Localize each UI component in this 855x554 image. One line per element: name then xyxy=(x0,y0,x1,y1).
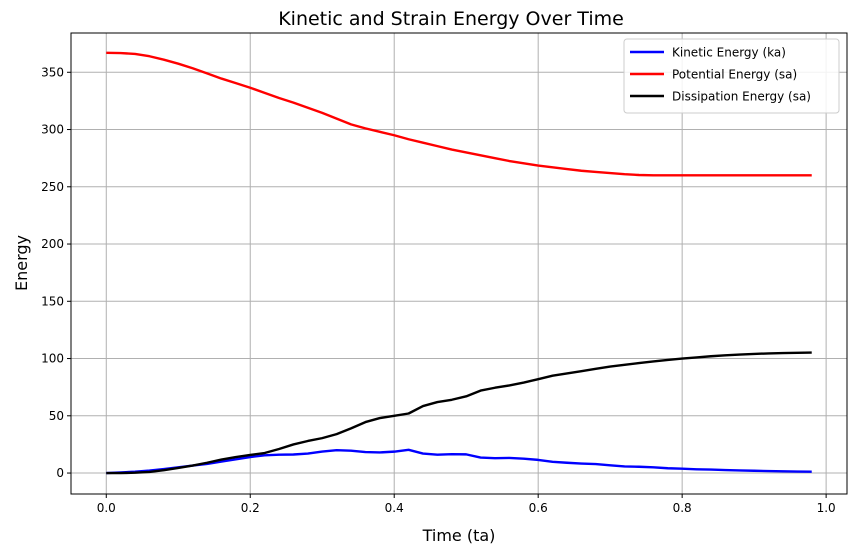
series-lines xyxy=(106,51,812,475)
grid xyxy=(71,33,847,494)
chart-title: Kinetic and Strain Energy Over Time xyxy=(278,8,624,30)
x-tick-label: 0.8 xyxy=(673,501,692,515)
y-tick-label: 250 xyxy=(41,180,64,194)
y-tick-label: 0 xyxy=(56,466,64,480)
legend-label-potential: Potential Energy (sa) xyxy=(672,68,797,82)
y-tick-label: 200 xyxy=(41,237,64,251)
legend-label-kinetic: Kinetic Energy (ka) xyxy=(672,46,786,60)
x-tick-label: 0.4 xyxy=(385,501,404,515)
y-tick-label: 100 xyxy=(41,352,64,366)
y-axis-label: Energy xyxy=(12,235,31,291)
dissipation-energy-line xyxy=(106,351,812,475)
x-ticks: 0.0 0.2 0.4 0.6 0.8 1.0 xyxy=(97,494,836,515)
y-tick-label: 300 xyxy=(41,123,64,137)
x-tick-label: 0.6 xyxy=(529,501,548,515)
kinetic-energy-line xyxy=(106,448,812,475)
x-tick-label: 0.0 xyxy=(97,501,116,515)
x-tick-label: 0.2 xyxy=(241,501,260,515)
legend-box xyxy=(623,38,840,114)
y-ticks: 0 50 100 150 200 250 300 350 xyxy=(41,65,71,480)
y-tick-label: 50 xyxy=(49,409,64,423)
legend: Kinetic Energy (ka) Potential Energy (sa… xyxy=(623,38,840,114)
plot-frame xyxy=(70,32,848,495)
x-axis-label: Time (ta) xyxy=(422,526,496,545)
y-tick-label: 350 xyxy=(41,65,64,79)
x-tick-label: 1.0 xyxy=(817,501,836,515)
legend-label-dissipation: Dissipation Energy (sa) xyxy=(672,90,811,104)
y-tick-label: 150 xyxy=(41,294,64,308)
potential-energy-line xyxy=(106,51,812,177)
